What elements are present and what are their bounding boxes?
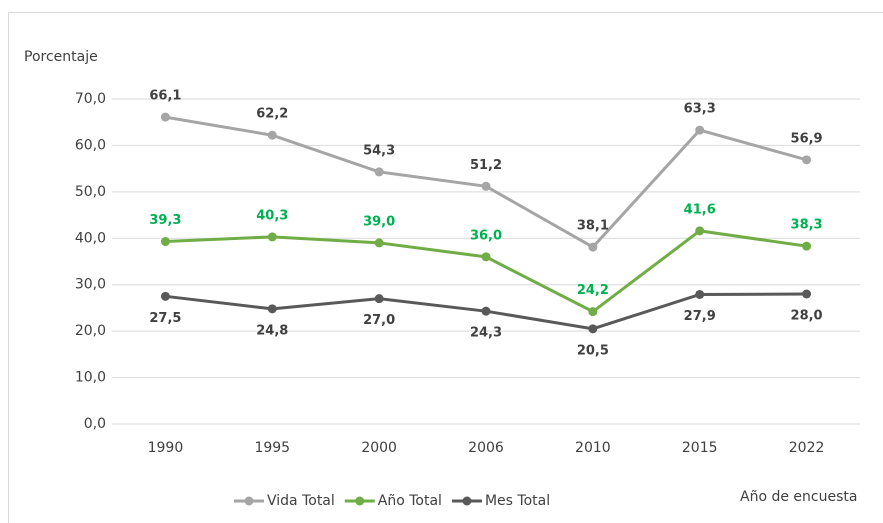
y-tick-label: 70,0 [75, 91, 106, 107]
x-tick-label: 2022 [789, 440, 825, 456]
data-label: 54,3 [363, 143, 395, 158]
data-label: 27,0 [363, 313, 395, 328]
data-label: 28,0 [791, 309, 823, 324]
data-point [695, 226, 705, 236]
y-tick-label: 10,0 [75, 370, 106, 386]
data-label: 24,2 [577, 283, 609, 298]
data-point [374, 167, 384, 177]
y-tick-label: 0,0 [84, 416, 106, 432]
data-point [481, 252, 491, 262]
data-point [802, 155, 812, 165]
data-label: 56,9 [791, 131, 823, 146]
data-point [588, 242, 598, 252]
data-label: 20,5 [577, 343, 609, 358]
data-label: 63,3 [684, 102, 716, 117]
data-label: 38,3 [791, 218, 823, 233]
data-point [588, 307, 598, 317]
data-point [267, 304, 277, 314]
data-point [695, 289, 705, 299]
data-point [267, 130, 277, 140]
data-label: 38,1 [577, 219, 609, 234]
x-tick-label: 2015 [682, 440, 718, 456]
y-tick-label: 30,0 [75, 277, 106, 293]
data-point [802, 289, 812, 299]
legend-marker [462, 496, 472, 506]
legend-label: Mes Total [485, 493, 550, 509]
data-label: 40,3 [256, 208, 288, 223]
x-tick-label: 2006 [468, 440, 504, 456]
legend-label: Vida Total [267, 493, 335, 509]
data-label: 27,5 [149, 311, 181, 326]
y-tick-label: 40,0 [75, 230, 106, 246]
data-label: 24,3 [470, 326, 502, 341]
legend-marker [355, 496, 365, 506]
x-tick-label: 1995 [254, 440, 290, 456]
data-point [695, 125, 705, 135]
x-tick-label: 2010 [575, 440, 611, 456]
y-axis-label: Porcentaje [24, 49, 98, 65]
data-point [481, 181, 491, 191]
legend-marker [244, 496, 254, 506]
y-tick-label: 60,0 [75, 137, 106, 153]
y-tick-label: 20,0 [75, 323, 106, 339]
data-label: 24,8 [256, 323, 288, 338]
data-label: 36,0 [470, 228, 502, 243]
data-point [802, 241, 812, 251]
x-axis-label: Año de encuesta [740, 489, 857, 505]
data-point [588, 324, 598, 334]
data-point [374, 238, 384, 248]
x-tick-label: 1990 [148, 440, 184, 456]
x-tick-label: 2000 [361, 440, 397, 456]
data-point [160, 291, 170, 301]
legend-label: Año Total [378, 493, 442, 509]
data-label: 51,2 [470, 158, 502, 173]
data-point [374, 294, 384, 304]
data-point [160, 112, 170, 122]
data-point [481, 306, 491, 316]
data-label: 27,9 [684, 309, 716, 324]
data-label: 66,1 [149, 89, 181, 104]
chart-border [8, 12, 883, 523]
data-point [267, 232, 277, 242]
data-label: 39,0 [363, 214, 395, 229]
data-label: 39,3 [149, 213, 181, 228]
data-label: 41,6 [684, 202, 716, 217]
data-label: 62,2 [256, 107, 288, 122]
data-point [160, 237, 170, 247]
y-tick-label: 50,0 [75, 184, 106, 200]
